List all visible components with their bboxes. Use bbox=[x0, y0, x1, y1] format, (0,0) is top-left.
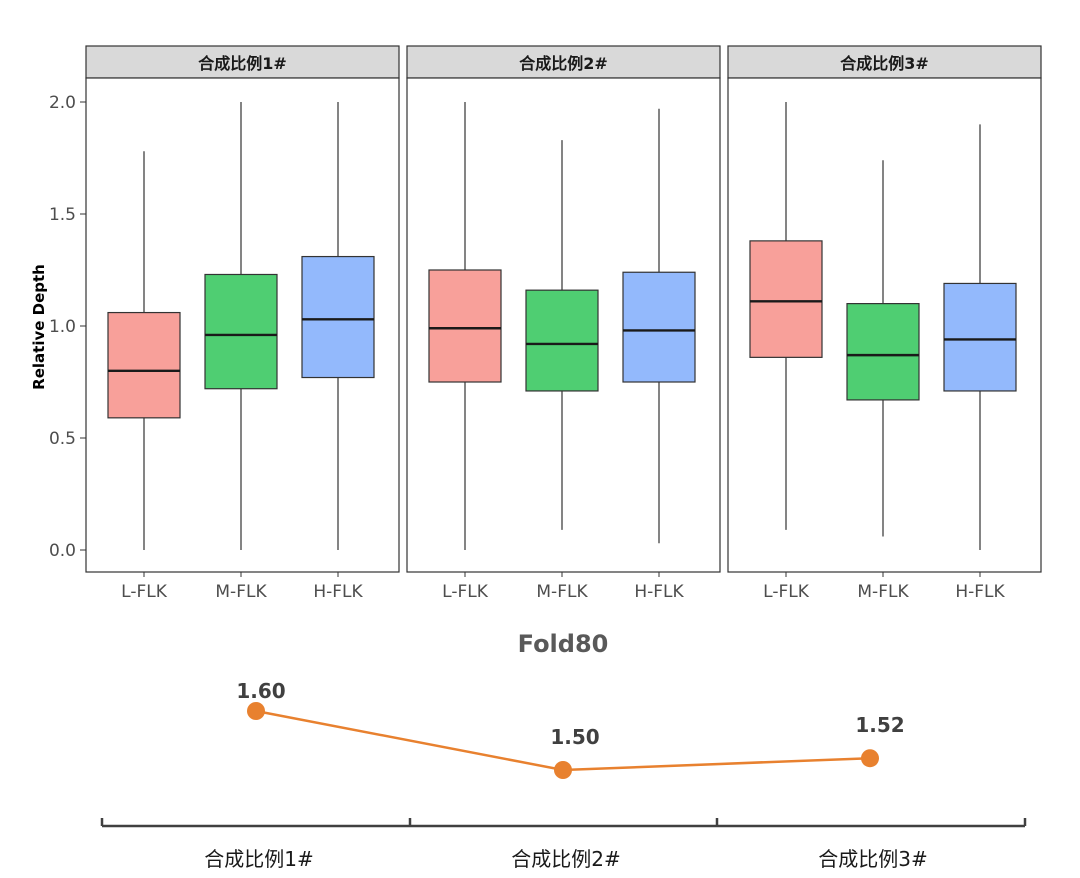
x-tick-label: L-FLK bbox=[121, 582, 168, 602]
x-tick-label: M-FLK bbox=[536, 582, 588, 602]
y-tick-label: 1.0 bbox=[49, 317, 76, 337]
x-tick-label: L-FLK bbox=[763, 582, 810, 602]
fold80-data-label: 1.60 bbox=[236, 679, 285, 703]
box-h-flk bbox=[943, 282, 1017, 392]
category-axis-label: 合成比例2# bbox=[511, 847, 620, 871]
x-tick-label: L-FLK bbox=[442, 582, 489, 602]
facet-strip bbox=[406, 45, 721, 79]
fold80-point bbox=[861, 749, 879, 768]
y-tick-label: 0.5 bbox=[49, 429, 76, 449]
box-m-flk bbox=[846, 303, 920, 401]
x-tick-label: M-FLK bbox=[857, 582, 909, 602]
fold80-line-chart: Fold80 1.60 1.50 1.52 合成比例1# 合成比例2# 合成比例3# bbox=[100, 630, 1027, 871]
y-tick-label: 1.5 bbox=[49, 205, 76, 225]
boxplot-chart: 0.0 0.5 1.0 1.5 2.0 Relative Depth 合成比例1# L-FLK… bbox=[30, 45, 1042, 602]
y-axis-title: Relative Depth bbox=[30, 264, 48, 390]
facet-strip bbox=[85, 45, 400, 79]
y-tick-label: 0.0 bbox=[49, 541, 76, 561]
box-l-flk bbox=[749, 240, 823, 358]
category-axis-label: 合成比例3# bbox=[818, 847, 927, 871]
box-l-flk bbox=[428, 269, 502, 383]
fold80-point bbox=[247, 702, 265, 720]
box-l-flk bbox=[107, 311, 181, 419]
fold80-point bbox=[554, 761, 572, 779]
fold80-data-label: 1.52 bbox=[855, 713, 904, 737]
facet-strip-label: 合成比例3# bbox=[840, 54, 929, 73]
category-axis-label: 合成比例1# bbox=[204, 847, 313, 871]
facet-strip-label: 合成比例1# bbox=[198, 54, 287, 73]
x-tick-label: M-FLK bbox=[215, 582, 267, 602]
x-tick-label: H-FLK bbox=[313, 582, 363, 602]
x-tick-label: H-FLK bbox=[955, 582, 1005, 602]
box-h-flk bbox=[301, 255, 375, 379]
x-tick-label: H-FLK bbox=[634, 582, 684, 602]
line-chart-title: Fold80 bbox=[518, 630, 609, 658]
y-tick-label: 2.0 bbox=[49, 93, 76, 113]
facet-strip-label: 合成比例2# bbox=[519, 54, 608, 73]
box-h-flk bbox=[622, 271, 696, 383]
box-m-flk bbox=[204, 273, 278, 390]
box-m-flk bbox=[525, 289, 599, 392]
fold80-data-label: 1.50 bbox=[550, 725, 599, 749]
